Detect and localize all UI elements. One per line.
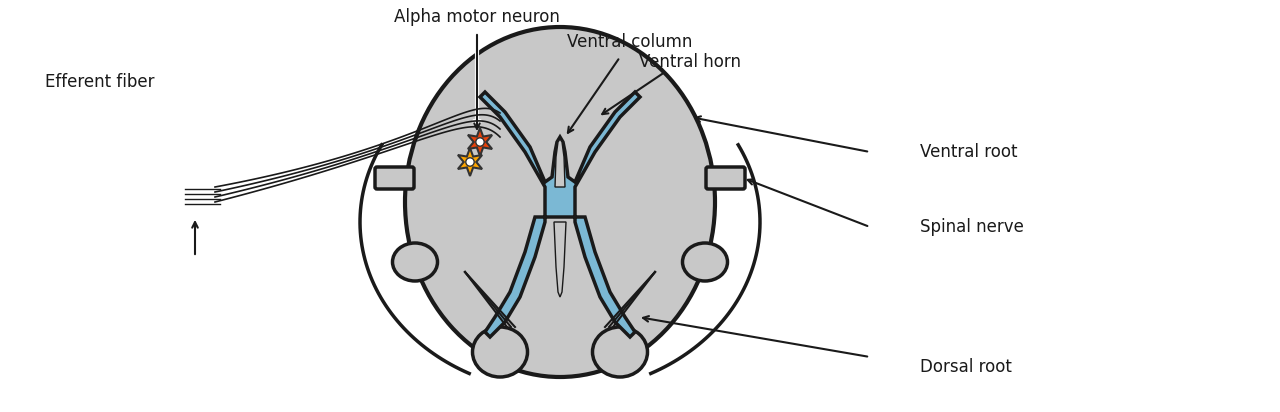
FancyBboxPatch shape: [375, 167, 413, 189]
Polygon shape: [468, 128, 492, 156]
Polygon shape: [480, 92, 640, 337]
Text: Efferent fiber: Efferent fiber: [45, 73, 155, 91]
Circle shape: [466, 158, 474, 166]
Circle shape: [476, 138, 484, 146]
Text: Alpha motor neuron: Alpha motor neuron: [394, 8, 559, 26]
FancyBboxPatch shape: [707, 167, 745, 189]
Polygon shape: [458, 148, 483, 176]
Polygon shape: [556, 139, 564, 187]
Ellipse shape: [404, 27, 716, 377]
Text: Ventral column: Ventral column: [567, 33, 692, 51]
Polygon shape: [554, 222, 566, 297]
Ellipse shape: [393, 243, 438, 281]
Ellipse shape: [682, 243, 727, 281]
Ellipse shape: [593, 327, 648, 377]
Text: Ventral horn: Ventral horn: [639, 53, 741, 71]
Text: Ventral root: Ventral root: [920, 143, 1018, 161]
Text: Spinal nerve: Spinal nerve: [920, 218, 1024, 236]
Ellipse shape: [472, 327, 527, 377]
Text: Dorsal root: Dorsal root: [920, 358, 1012, 376]
